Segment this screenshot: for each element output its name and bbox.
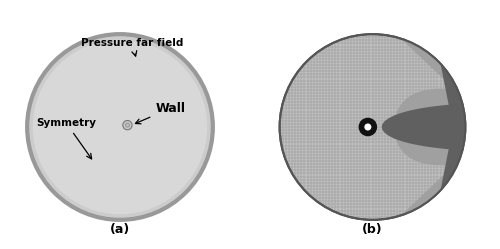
Text: Pressure far field: Pressure far field [81, 38, 184, 56]
Text: (a): (a) [110, 223, 130, 236]
Circle shape [358, 118, 377, 136]
Text: (b): (b) [362, 223, 383, 236]
Text: Symmetry: Symmetry [36, 118, 96, 159]
Text: Wall: Wall [136, 102, 186, 124]
Circle shape [27, 34, 213, 220]
Circle shape [126, 123, 130, 127]
Circle shape [280, 34, 466, 220]
Circle shape [364, 124, 372, 130]
Polygon shape [382, 64, 466, 190]
Circle shape [123, 121, 132, 130]
Circle shape [32, 40, 208, 214]
Polygon shape [394, 39, 466, 215]
